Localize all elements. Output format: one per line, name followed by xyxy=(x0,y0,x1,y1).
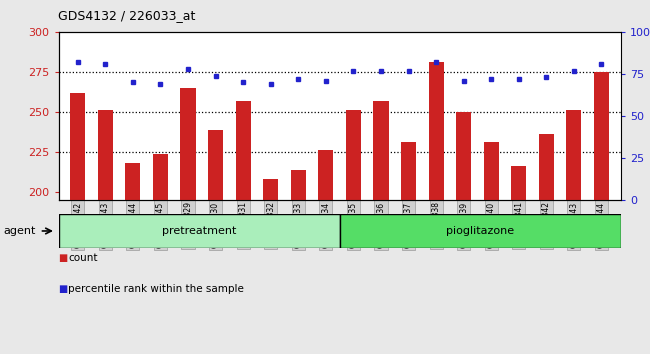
Bar xyxy=(539,135,554,200)
Bar xyxy=(401,142,416,200)
Bar xyxy=(373,101,389,200)
Text: pioglitazone: pioglitazone xyxy=(446,226,514,236)
Bar xyxy=(235,101,251,200)
Text: percentile rank within the sample: percentile rank within the sample xyxy=(68,284,244,293)
Bar xyxy=(208,130,223,200)
Bar xyxy=(291,170,306,200)
Text: pretreatment: pretreatment xyxy=(162,226,236,236)
Text: GDS4132 / 226033_at: GDS4132 / 226033_at xyxy=(58,9,196,22)
Bar xyxy=(181,88,196,200)
Bar xyxy=(98,110,113,200)
Text: agent: agent xyxy=(3,226,36,236)
Text: ■: ■ xyxy=(58,284,68,293)
Text: count: count xyxy=(68,253,98,263)
Text: ■: ■ xyxy=(58,253,68,263)
Bar xyxy=(58,214,339,248)
Bar xyxy=(70,93,85,200)
Bar xyxy=(346,110,361,200)
Bar xyxy=(511,166,526,200)
Bar xyxy=(153,154,168,200)
Bar xyxy=(594,72,609,200)
Bar xyxy=(428,62,444,200)
Bar xyxy=(566,110,582,200)
Bar xyxy=(318,150,333,200)
Bar xyxy=(456,112,471,200)
Bar xyxy=(484,142,499,200)
Bar xyxy=(125,163,140,200)
Bar xyxy=(339,214,621,248)
Bar xyxy=(263,179,278,200)
